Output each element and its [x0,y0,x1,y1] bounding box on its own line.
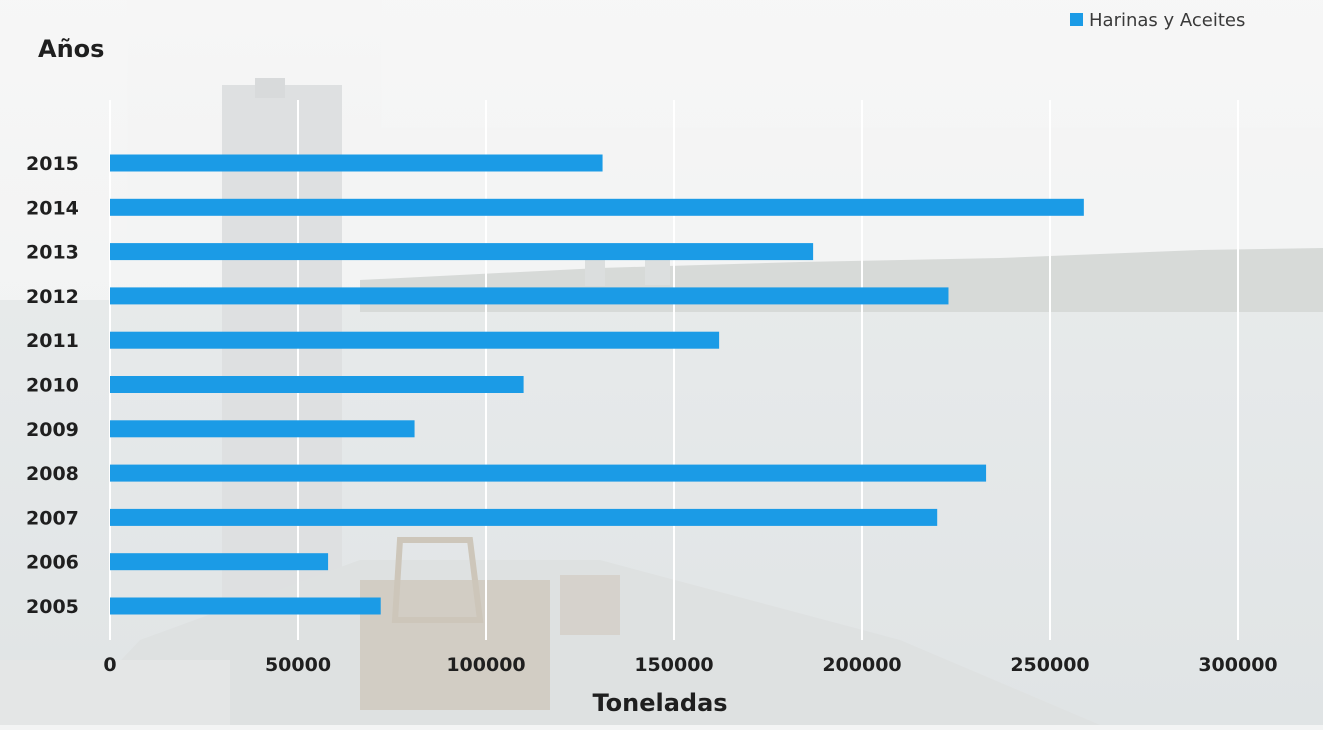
y-tick-label: 2006 [26,552,79,574]
y-tick-label: 2010 [26,375,79,397]
y-tick-label: 2008 [26,463,79,485]
x-tick-label: 50000 [265,654,331,676]
gridlines [109,100,1239,640]
x-axis-title: Toneladas [592,689,727,717]
y-tick-label: 2007 [26,507,79,529]
bar-2009 [110,420,415,438]
y-tick-labels: 2015 2014 2013 2012 2011 2010 2009 2008 2007 2006… [26,153,79,618]
bar-2008 [110,464,987,482]
x-tick-label: 0 [103,654,116,676]
bars [110,154,1084,615]
bar-2007 [110,508,938,526]
y-tick-label: 2012 [26,286,79,308]
bar-2005 [110,597,381,615]
y-tick-label: 2009 [26,419,79,441]
bar-2011 [110,331,720,349]
x-tick-label: 300000 [1198,654,1277,676]
y-tick-label: 2015 [26,153,79,175]
x-tick-label: 150000 [634,654,713,676]
legend: Harinas y Aceites [1070,10,1245,31]
x-tick-label: 100000 [446,654,525,676]
bar-2006 [110,553,329,571]
y-axis-title: Años [38,35,104,63]
x-tick-label: 200000 [822,654,901,676]
legend-label: Harinas y Aceites [1089,10,1245,31]
bar-2012 [110,287,949,305]
bar-2013 [110,243,814,261]
x-tick-labels: 0 50000 100000 150000 200000 250000 300000 [103,654,1277,676]
y-tick-label: 2013 [26,242,79,264]
y-tick-label: 2005 [26,596,79,618]
bar-2014 [110,198,1084,216]
y-tick-label: 2011 [26,330,79,352]
bar-2010 [110,376,524,393]
bar-2015 [110,154,603,172]
legend-swatch [1070,13,1083,26]
x-tick-label: 250000 [1010,654,1089,676]
y-tick-label: 2014 [26,197,79,219]
